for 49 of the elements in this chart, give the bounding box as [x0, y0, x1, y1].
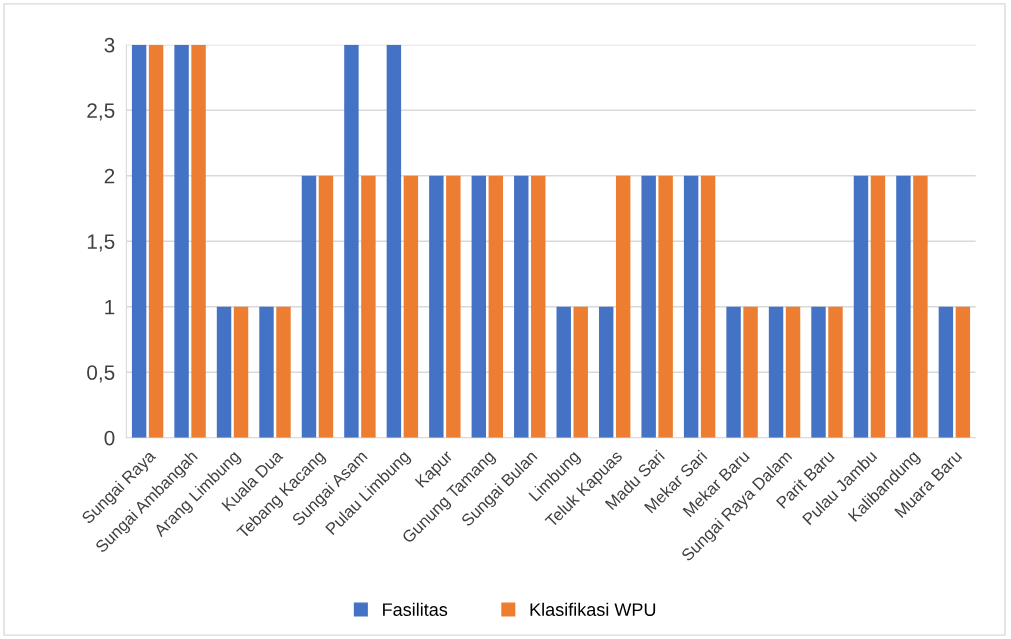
- bar: [259, 306, 274, 438]
- bar: [191, 44, 206, 438]
- bar: [471, 175, 487, 438]
- y-tick-label: 2,5: [87, 103, 115, 121]
- bar: [403, 175, 419, 438]
- bar: [318, 175, 334, 438]
- bar: [386, 44, 402, 438]
- bar: [556, 306, 571, 438]
- y-tick-label: 1: [105, 299, 115, 315]
- bar: [853, 175, 869, 438]
- bar: [174, 44, 189, 438]
- y-tick-label: 2: [104, 168, 115, 184]
- bar: [148, 44, 164, 438]
- legend-label: Fasilitas: [383, 602, 448, 616]
- bar: [344, 44, 359, 438]
- y-tick-label: 3: [104, 37, 115, 53]
- bar: [870, 175, 886, 438]
- bar: [301, 175, 317, 438]
- bar: [896, 175, 911, 438]
- bar: [429, 175, 444, 438]
- bar: [598, 306, 614, 438]
- legend-label: Klasifikasi WPU: [530, 602, 656, 616]
- bar: [276, 306, 291, 438]
- bar: [131, 44, 147, 438]
- bar: [785, 306, 801, 438]
- bar: [683, 175, 699, 438]
- bar: [573, 306, 588, 438]
- bar: [488, 175, 504, 438]
- bar: [233, 306, 249, 438]
- bar: [743, 306, 758, 438]
- bar: [615, 175, 631, 438]
- bar: [955, 306, 971, 438]
- bar: [811, 306, 826, 438]
- bar: [658, 175, 673, 438]
- bar: [938, 306, 954, 438]
- bar: [700, 175, 716, 438]
- bar: [514, 175, 529, 438]
- bar: [446, 175, 461, 438]
- bar: [531, 175, 546, 438]
- y-tick-label: 0,5: [87, 365, 115, 383]
- bar: [726, 306, 741, 438]
- bar: [361, 175, 376, 438]
- bar: [913, 175, 928, 438]
- bar: [828, 306, 843, 438]
- bar: [641, 175, 656, 438]
- bar: [216, 306, 232, 438]
- bar: [768, 306, 784, 438]
- y-tick-label: 1,5: [87, 234, 115, 252]
- y-tick-label: 0: [104, 430, 115, 446]
